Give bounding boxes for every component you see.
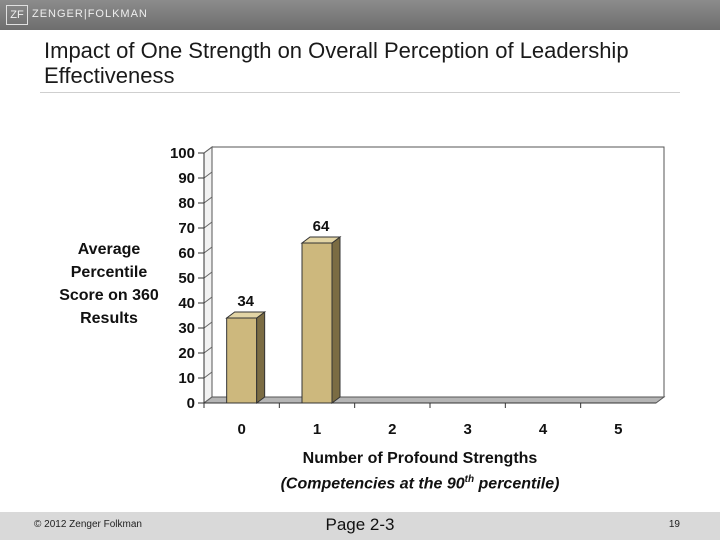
x-tick-label: 3 bbox=[463, 421, 471, 438]
x-tick-label: 5 bbox=[614, 421, 622, 438]
y-tick-connector bbox=[203, 371, 213, 379]
y-tick-connector bbox=[203, 246, 213, 254]
bar-top bbox=[300, 236, 342, 244]
y-tick-connector bbox=[203, 321, 213, 329]
y-tick-label: 0 bbox=[187, 395, 195, 412]
y-tick-connector bbox=[203, 396, 213, 404]
data-label: 34 bbox=[237, 293, 254, 310]
x-axis-sublabel-superscript: th bbox=[464, 474, 475, 485]
y-tick-connector bbox=[203, 196, 213, 204]
y-tick-label: 20 bbox=[178, 345, 195, 362]
y-tick-connector bbox=[203, 146, 213, 154]
y-tick-label: 60 bbox=[178, 245, 195, 262]
y-tick-label: 30 bbox=[178, 320, 195, 337]
y-axis-label: Average Percentile Score on 360 Results bbox=[59, 241, 159, 327]
y-tick-label: 40 bbox=[178, 295, 195, 312]
y-tick-label: 80 bbox=[178, 195, 195, 212]
bar-top bbox=[225, 311, 267, 319]
x-tick-label: 0 bbox=[237, 421, 245, 438]
x-tick-label: 4 bbox=[539, 421, 548, 438]
page-reference: Page 2-3 bbox=[325, 515, 395, 534]
bar-side bbox=[256, 311, 266, 404]
title-divider bbox=[40, 92, 680, 93]
header-bar: ZF ZENGER|FOLKMAN bbox=[0, 0, 720, 30]
brand-name: ZENGER|FOLKMAN bbox=[32, 8, 148, 20]
y-tick-label: 70 bbox=[178, 220, 195, 237]
y-tick-label: 90 bbox=[178, 170, 195, 187]
x-axis-sublabel-pre: (Competencies at the 90 bbox=[280, 475, 465, 493]
bar-side bbox=[331, 236, 341, 404]
y-tick-connector bbox=[203, 271, 213, 279]
data-label: 64 bbox=[313, 218, 330, 235]
x-tick-label: 2 bbox=[388, 421, 396, 438]
y-tick-label: 10 bbox=[178, 370, 195, 387]
x-axis-sublabel: (Competencies at the 90th percentile) bbox=[190, 474, 650, 493]
y-tick-label: 50 bbox=[178, 270, 195, 287]
y-tick-label: 100 bbox=[170, 145, 195, 162]
footer-copyright: © 2012 Zenger Folkman bbox=[34, 519, 142, 530]
bar bbox=[226, 317, 258, 404]
y-tick-connector bbox=[203, 296, 213, 304]
x-tick-label: 1 bbox=[313, 421, 321, 438]
footer-bar bbox=[0, 512, 720, 540]
y-tick-connector bbox=[203, 221, 213, 229]
bar bbox=[301, 242, 333, 404]
x-axis-sublabel-post: percentile) bbox=[474, 475, 560, 493]
chart-floor bbox=[202, 396, 666, 404]
company-logo: ZF bbox=[6, 5, 28, 25]
y-tick-connector bbox=[203, 346, 213, 354]
slide-title: Impact of One Strength on Overall Percep… bbox=[44, 38, 629, 88]
chart-back-wall bbox=[211, 146, 665, 398]
slide-number: 19 bbox=[668, 519, 680, 530]
y-tick-connector bbox=[203, 171, 213, 179]
x-axis-label: Number of Profound Strengths bbox=[302, 450, 538, 467]
